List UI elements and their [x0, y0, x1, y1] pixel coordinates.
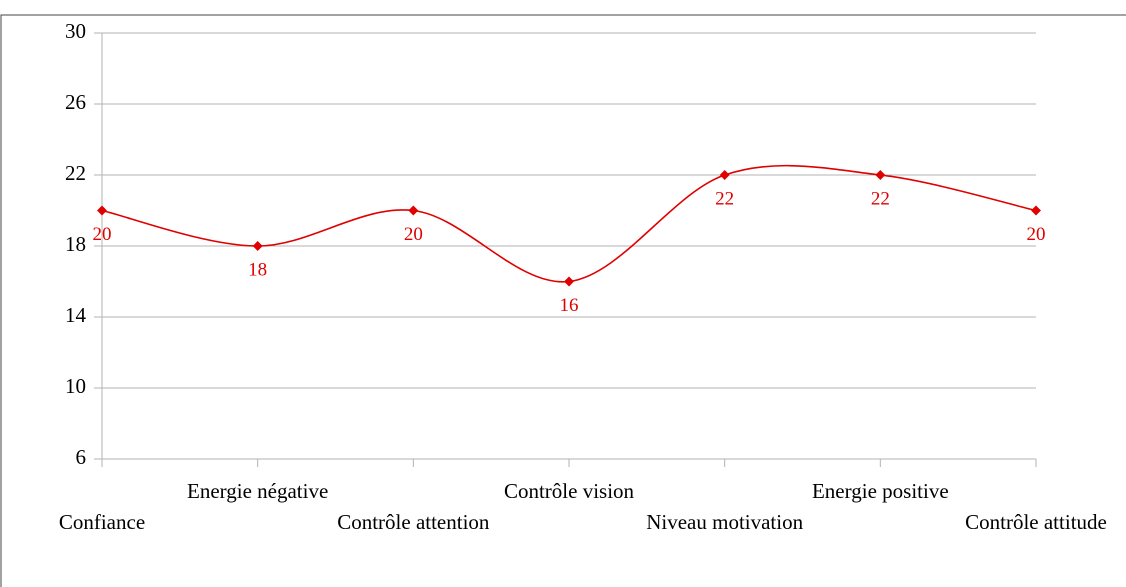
- x-tick-label: Niveau motivation: [646, 510, 803, 534]
- x-tick-label: Confiance: [59, 510, 145, 534]
- data-label: 22: [715, 188, 734, 209]
- data-point: [97, 205, 107, 216]
- data-point: [564, 276, 574, 287]
- frame: [0, 14, 1126, 587]
- data-point: [1031, 205, 1041, 216]
- x-tick-label: Contrôle attitude: [965, 510, 1107, 534]
- data-label: 16: [560, 295, 579, 316]
- data-label: 20: [404, 224, 423, 245]
- x-tick-label: Energie négative: [187, 479, 328, 503]
- y-tick-label: 14: [65, 303, 87, 327]
- y-tick-label: 22: [65, 161, 86, 185]
- x-tick-label: Energie positive: [812, 479, 949, 503]
- data-label: 20: [93, 224, 112, 245]
- x-tick-label: Contrôle attention: [337, 510, 490, 534]
- y-tick-label: 26: [65, 90, 86, 114]
- data-label: 20: [1027, 224, 1046, 245]
- series-line: [101, 164, 1037, 283]
- data-point: [719, 170, 730, 180]
- data-label: 18: [248, 259, 267, 280]
- y-tick-label: 18: [65, 232, 86, 256]
- y-tick-label: 6: [76, 445, 87, 469]
- x-tick-label: Contrôle vision: [504, 479, 635, 503]
- y-tick-label: 30: [65, 19, 86, 43]
- data-point: [875, 170, 886, 180]
- data-point: [408, 205, 419, 216]
- y-tick-label: 10: [65, 374, 86, 398]
- data-label: 22: [871, 188, 890, 209]
- data-point: [252, 241, 263, 251]
